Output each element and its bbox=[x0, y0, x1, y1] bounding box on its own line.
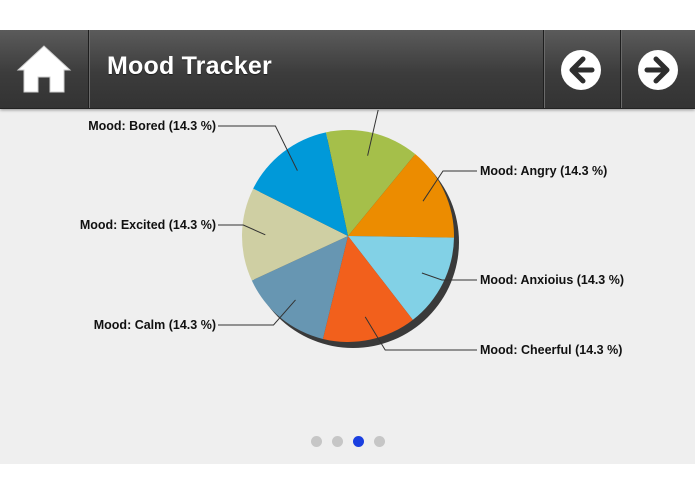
arrow-right-icon bbox=[638, 50, 678, 90]
pie-slice-anxious[interactable] bbox=[348, 236, 454, 320]
pie-slice-calm[interactable] bbox=[251, 236, 348, 339]
slice-label-excited: Mood: Excited (14.3 %) bbox=[80, 218, 216, 232]
page-dot[interactable] bbox=[310, 436, 322, 447]
pie-chart-svg: Mood: Depressed (14.3 %)Mood: Angry (14.… bbox=[80, 110, 624, 357]
pie-slice-angry[interactable] bbox=[348, 154, 455, 238]
slice-label-calm: Mood: Calm (14.3 %) bbox=[94, 318, 216, 332]
leader-line-excited bbox=[218, 224, 266, 236]
forward-button[interactable] bbox=[620, 30, 695, 108]
slice-label-angry: Mood: Angry (14.3 %) bbox=[480, 164, 607, 178]
leader-line-depressed bbox=[367, 110, 379, 156]
mood-pie-chart: Mood: Depressed (14.3 %)Mood: Angry (14.… bbox=[0, 110, 695, 464]
pie-slice-cheerful[interactable] bbox=[322, 236, 413, 343]
pie-slice-excited[interactable] bbox=[242, 188, 348, 281]
leader-line-bored bbox=[218, 125, 298, 171]
page-dot[interactable] bbox=[352, 436, 364, 447]
leader-line-angry bbox=[422, 170, 477, 202]
home-icon bbox=[16, 45, 72, 93]
app-screen: Mood Tracker Mood: Depressed (14.3 %)Moo… bbox=[0, 30, 695, 464]
header-bar: Mood Tracker bbox=[0, 30, 695, 109]
slice-label-bored: Mood: Bored (14.3 %) bbox=[88, 119, 216, 133]
page-dot[interactable] bbox=[331, 436, 343, 447]
page-dot[interactable] bbox=[373, 436, 385, 447]
page-indicator bbox=[0, 434, 695, 448]
pie-slice-depressed[interactable] bbox=[325, 130, 416, 236]
arrow-left-icon bbox=[561, 50, 601, 90]
slice-label-anxious: Mood: Anxioius (14.3 %) bbox=[480, 273, 624, 287]
slice-label-cheerful: Mood: Cheerful (14.3 %) bbox=[480, 343, 622, 357]
leader-line-calm bbox=[218, 299, 296, 326]
leader-line-cheerful bbox=[364, 316, 477, 351]
home-button[interactable] bbox=[0, 30, 89, 108]
back-button[interactable] bbox=[543, 30, 620, 108]
page-title: Mood Tracker bbox=[107, 52, 272, 80]
pie-slice-bored[interactable] bbox=[253, 132, 348, 236]
leader-line-anxious bbox=[421, 272, 477, 281]
